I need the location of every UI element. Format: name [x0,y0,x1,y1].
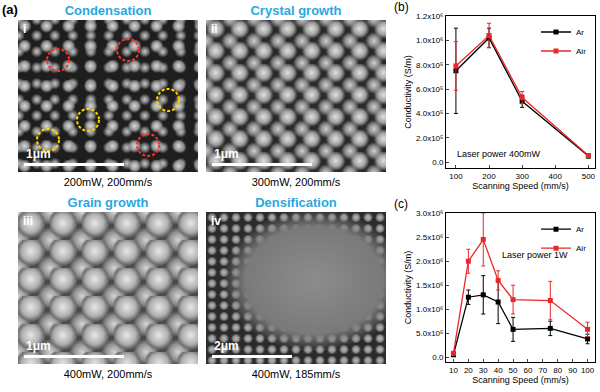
svg-text:100: 100 [449,172,463,181]
svg-text:Ar: Ar [576,28,584,37]
html-text:Crystal growth: Crystal growth [250,3,342,18]
svg-text:40: 40 [494,366,503,375]
svg-text:1.2x10⁶: 1.2x10⁶ [416,12,443,21]
svg-text:3.0x10⁶: 3.0x10⁶ [416,209,443,218]
svg-text:30: 30 [479,366,488,375]
svg-text:Air: Air [576,47,586,56]
svg-text:70: 70 [538,366,547,375]
html-text:ii: ii [211,22,218,36]
html-text:2μm: 2μm [214,339,239,353]
svg-text:0.0: 0.0 [432,353,444,362]
svg-text:Conductivity (S/m): Conductivity (S/m) [403,55,413,129]
svg-text:100: 100 [581,366,595,375]
svg-text:Air: Air [576,244,586,253]
svg-text:400: 400 [549,172,563,181]
svg-text:90: 90 [568,366,577,375]
svg-text:Laser power 1W: Laser power 1W [502,250,568,260]
svg-text:Scanning Speed (mm/s): Scanning Speed (mm/s) [472,181,569,191]
html-text:400mW, 185mm/s: 400mW, 185mm/s [251,368,341,380]
html-text:Densification: Densification [255,195,337,210]
html-text:Grain growth: Grain growth [67,195,149,210]
svg-text:1.0x10⁶: 1.0x10⁶ [416,305,443,314]
html-text:300mW, 200mm/s: 300mW, 200mm/s [251,176,341,188]
svg-text:(c): (c) [394,197,408,211]
svg-text:20: 20 [464,366,473,375]
svg-text:1.0x10⁶: 1.0x10⁶ [416,36,443,45]
svg-text:500: 500 [582,172,596,181]
svg-text:2.0x10⁶: 2.0x10⁶ [416,257,443,266]
svg-text:Scanning Speed (mm/s): Scanning Speed (mm/s) [472,375,569,385]
html-text:iv: iv [211,214,221,228]
svg-text:300: 300 [515,172,529,181]
svg-text:1.5x10⁶: 1.5x10⁶ [416,281,443,290]
html-text:i: i [23,22,27,36]
svg-text:0.0: 0.0 [432,158,444,167]
svg-text:8.0x10⁵: 8.0x10⁵ [416,61,443,70]
html-text:1μm: 1μm [26,147,51,161]
html-text:iii: iii [23,214,33,228]
svg-text:80: 80 [553,366,562,375]
html-text:1μm: 1μm [214,147,239,161]
svg-text:200: 200 [482,172,496,181]
svg-text:2.5x10⁶: 2.5x10⁶ [416,233,443,242]
svg-text:Conductivity (S/m): Conductivity (S/m) [403,251,413,325]
html-text:Condensation: Condensation [64,3,152,18]
svg-text:Ar: Ar [576,225,584,234]
svg-text:5.0x10⁵: 5.0x10⁵ [416,329,443,338]
html-text:200mW, 200mm/s: 200mW, 200mm/s [63,176,153,188]
svg-text:50: 50 [509,366,518,375]
svg-text:6.0x10⁵: 6.0x10⁵ [416,85,443,94]
html-text:400mW, 200mm/s: 400mW, 200mm/s [63,368,153,380]
svg-text:10: 10 [449,366,458,375]
svg-text:Laser power 400mW: Laser power 400mW [457,149,541,159]
svg-text:2.0x10⁵: 2.0x10⁵ [416,134,443,143]
svg-text:60: 60 [523,366,532,375]
html-text:(a): (a) [2,2,18,17]
svg-text:(b): (b) [394,0,409,14]
svg-text:4.0x10⁵: 4.0x10⁵ [416,109,443,118]
html-text:1μm: 1μm [26,339,51,353]
